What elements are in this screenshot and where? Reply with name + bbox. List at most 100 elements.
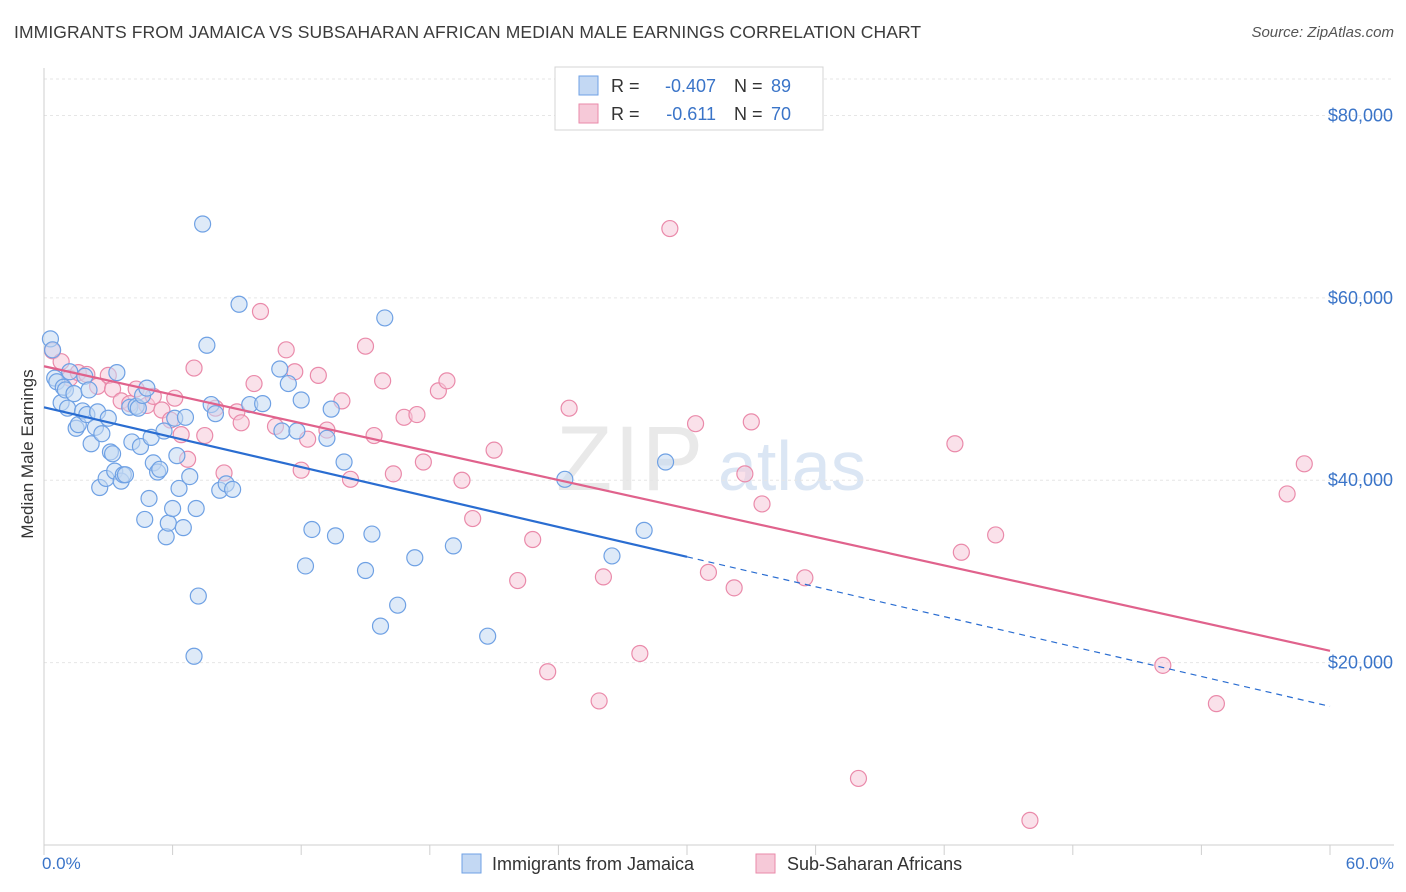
y-tick-label-3: $20,000 bbox=[1328, 653, 1393, 673]
y-tick-label-2: $40,000 bbox=[1328, 470, 1393, 490]
jamaica-point-20 bbox=[93, 425, 111, 443]
jamaica-point-26 bbox=[108, 364, 126, 382]
jamaica-point-79 bbox=[371, 617, 390, 635]
y-axis-label: Median Male Earnings bbox=[18, 369, 37, 538]
jamaica-point-70 bbox=[292, 391, 310, 409]
sub-saharan-point-44 bbox=[453, 471, 471, 489]
jamaica-point-55 bbox=[189, 587, 207, 605]
y-tick-label-0: $80,000 bbox=[1328, 105, 1393, 125]
series-legend-label-pink: Sub-Saharan Africans bbox=[787, 854, 962, 874]
legend-swatch-pink bbox=[578, 103, 599, 124]
sub-saharan-point-66 bbox=[1021, 811, 1039, 829]
source-label: Source: ZipAtlas.com bbox=[1251, 24, 1394, 41]
jamaica-point-66 bbox=[271, 360, 289, 378]
jamaica-point-87 bbox=[635, 521, 653, 539]
sub-saharan-point-43 bbox=[438, 372, 456, 390]
sub-saharan-point-29 bbox=[292, 461, 310, 479]
jamaica-point-88 bbox=[656, 453, 675, 471]
legend-pink-n-value: 70 bbox=[771, 104, 791, 124]
jamaica-point-69 bbox=[288, 422, 306, 440]
jamaica-point-54 bbox=[187, 499, 205, 518]
sub-saharan-point-35 bbox=[356, 337, 375, 355]
legend-pink-r-value: -0.611 bbox=[666, 104, 716, 124]
series-legend-swatch-blue bbox=[461, 853, 482, 874]
y-tick-label-1: $60,000 bbox=[1328, 288, 1393, 308]
jamaica-point-45 bbox=[159, 514, 177, 532]
sub-saharan-point-62 bbox=[849, 769, 868, 788]
jamaica-point-48 bbox=[168, 447, 186, 465]
legend-blue-r-label: R = bbox=[611, 76, 640, 96]
jamaica-point-9 bbox=[65, 385, 83, 403]
sub-saharan-point-54 bbox=[661, 219, 679, 238]
legend-blue-n-label: N = bbox=[734, 76, 763, 96]
jamaica-point-52 bbox=[181, 467, 199, 486]
jamaica-point-76 bbox=[335, 453, 353, 471]
series-legend-label-blue: Immigrants from Jamaica bbox=[492, 854, 695, 874]
jamaica-point-84 bbox=[479, 627, 497, 645]
jamaica-point-49 bbox=[170, 479, 188, 498]
sub-saharan-point-56 bbox=[699, 563, 718, 581]
sub-saharan-point-61 bbox=[796, 569, 814, 587]
stats-legend-box bbox=[554, 66, 824, 131]
jamaica-point-71 bbox=[296, 557, 315, 575]
x-tick-label-start: 0.0% bbox=[42, 854, 81, 873]
jamaica-point-67 bbox=[273, 422, 291, 440]
sub-saharan-point-65 bbox=[987, 526, 1005, 544]
jamaica-point-46 bbox=[164, 499, 182, 518]
sub-saharan-point-52 bbox=[594, 568, 613, 586]
sub-saharan-point-63 bbox=[946, 435, 964, 453]
jamaica-trend-line bbox=[43, 406, 688, 558]
sub-saharan-point-15 bbox=[166, 389, 184, 407]
sub-saharan-point-55 bbox=[686, 415, 705, 433]
jamaica-point-74 bbox=[322, 400, 340, 418]
jamaica-point-16 bbox=[82, 435, 100, 453]
sub-saharan-point-67 bbox=[1154, 656, 1172, 674]
jamaica-point-80 bbox=[376, 309, 394, 327]
jamaica-point-82 bbox=[406, 549, 424, 567]
series-legend: Immigrants from Jamaica Sub-Saharan Afri… bbox=[461, 853, 962, 874]
watermark-atlas: atlas bbox=[718, 427, 866, 505]
sub-saharan-trend-line bbox=[43, 365, 1331, 652]
x-tick-label-end: 60.0% bbox=[1346, 854, 1394, 873]
sub-saharan-point-31 bbox=[309, 366, 327, 384]
sub-saharan-points bbox=[43, 219, 1313, 829]
jamaica-point-59 bbox=[206, 405, 225, 423]
y-tick-labels: $80,000 $60,000 $40,000 $20,000 bbox=[1328, 105, 1393, 672]
jamaica-point-15 bbox=[80, 381, 98, 399]
jamaica-point-65 bbox=[254, 395, 272, 413]
jamaica-point-77 bbox=[356, 561, 375, 580]
jamaica-point-72 bbox=[303, 520, 321, 539]
jamaica-point-38 bbox=[140, 489, 158, 508]
series-legend-swatch-pink bbox=[755, 853, 776, 874]
jamaica-trend-line-extension bbox=[686, 556, 1331, 707]
jamaica-point-51 bbox=[176, 408, 195, 426]
jamaica-point-68 bbox=[279, 374, 297, 393]
sub-saharan-point-40 bbox=[408, 405, 426, 424]
sub-saharan-point-57 bbox=[725, 579, 743, 597]
jamaica-point-62 bbox=[224, 480, 242, 498]
sub-saharan-point-60 bbox=[753, 495, 771, 513]
trend-lines bbox=[43, 365, 1331, 707]
sub-saharan-point-58 bbox=[736, 465, 754, 483]
sub-saharan-point-38 bbox=[384, 465, 402, 483]
sub-saharan-point-23 bbox=[232, 414, 250, 432]
sub-saharan-point-46 bbox=[485, 441, 503, 459]
axes bbox=[43, 68, 1394, 846]
grid-lines bbox=[44, 78, 1394, 664]
jamaica-point-29 bbox=[116, 466, 135, 484]
sub-saharan-point-24 bbox=[245, 374, 263, 393]
jamaica-point-56 bbox=[194, 215, 212, 233]
sub-saharan-point-27 bbox=[277, 341, 295, 359]
jamaica-point-63 bbox=[230, 295, 248, 313]
sub-saharan-point-19 bbox=[196, 426, 214, 445]
legend-pink-r-label: R = bbox=[611, 104, 640, 124]
sub-saharan-point-59 bbox=[742, 413, 760, 431]
jamaica-point-75 bbox=[326, 527, 345, 545]
jamaica-point-57 bbox=[198, 336, 216, 354]
sub-saharan-point-69 bbox=[1278, 485, 1296, 503]
jamaica-point-83 bbox=[444, 537, 462, 555]
legend-blue-n-value: 89 bbox=[771, 76, 791, 96]
sub-saharan-point-68 bbox=[1207, 695, 1226, 713]
jamaica-point-86 bbox=[603, 547, 621, 565]
